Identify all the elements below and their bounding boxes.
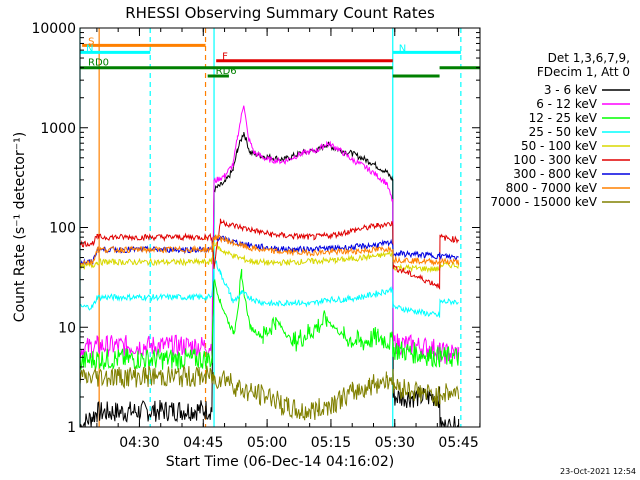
legend-label-7: 800 - 7000 keV [506, 181, 598, 195]
series-line-8 [80, 365, 460, 421]
y-tick-label-4: 10000 [31, 21, 76, 37]
flag-label-1: N [86, 43, 93, 54]
y-axis-label-text: Count Rate (s⁻¹ detector⁻¹) [12, 132, 28, 322]
x-tick-label-5: 05:45 [438, 435, 478, 451]
legend-label-3: 25 - 50 keV [529, 125, 598, 139]
legend-header-0: Det 1,3,6,7,9, [548, 51, 630, 65]
chart-title: RHESSI Observing Summary Count Rates [125, 4, 435, 22]
legend-label-0: 3 - 6 keV [544, 83, 598, 97]
y-tick-label-0: 1 [67, 420, 76, 436]
flag-label-4: RD0 [88, 58, 109, 69]
x-tick-label-3: 05:15 [311, 435, 351, 451]
series-line-3 [80, 256, 459, 318]
timestamp: 23-Oct-2021 12:54 [560, 467, 636, 476]
legend: Det 1,3,6,7,9,FDecim 1, Att 0 3 - 6 keV6 … [490, 51, 630, 209]
series-line-2 [80, 268, 460, 371]
flag-label-2: N [399, 43, 406, 54]
series-line-5 [80, 218, 460, 290]
flag-label-0: S [88, 36, 94, 47]
x-axis-label: Start Time (06-Dec-14 04:16:02) [166, 454, 394, 470]
y-tick-label-3: 1000 [40, 121, 76, 137]
series-lines [80, 105, 460, 427]
flag-label-6: RD6 [216, 66, 237, 77]
x-tick-label-1: 04:45 [183, 435, 223, 451]
legend-label-5: 100 - 300 keV [513, 153, 597, 167]
legend-label-6: 300 - 800 keV [513, 167, 597, 181]
x-tick-label-0: 04:30 [119, 435, 159, 451]
y-tick-label-2: 100 [49, 221, 76, 237]
y-axis-label: Count Rate (s⁻¹ detector⁻¹) [12, 132, 28, 322]
legend-label-1: 6 - 12 keV [536, 97, 598, 111]
series-line-7 [80, 234, 460, 267]
flag-label-3: F [222, 52, 228, 63]
legend-label-2: 12 - 25 keV [529, 111, 598, 125]
legend-label-8: 7000 - 15000 keV [490, 195, 597, 209]
axes: 1 10 100 1000 10000 04:30 04:45 05:00 05:15 05:30… [31, 21, 481, 451]
legend-label-4: 50 - 100 keV [521, 139, 598, 153]
y-tick-label-1: 10 [58, 320, 76, 336]
series-line-4 [80, 241, 460, 274]
x-tick-label-4: 05:30 [375, 435, 415, 451]
legend-header-1: FDecim 1, Att 0 [537, 65, 630, 79]
x-tick-label-2: 05:00 [247, 435, 287, 451]
series-line-1 [80, 105, 460, 364]
